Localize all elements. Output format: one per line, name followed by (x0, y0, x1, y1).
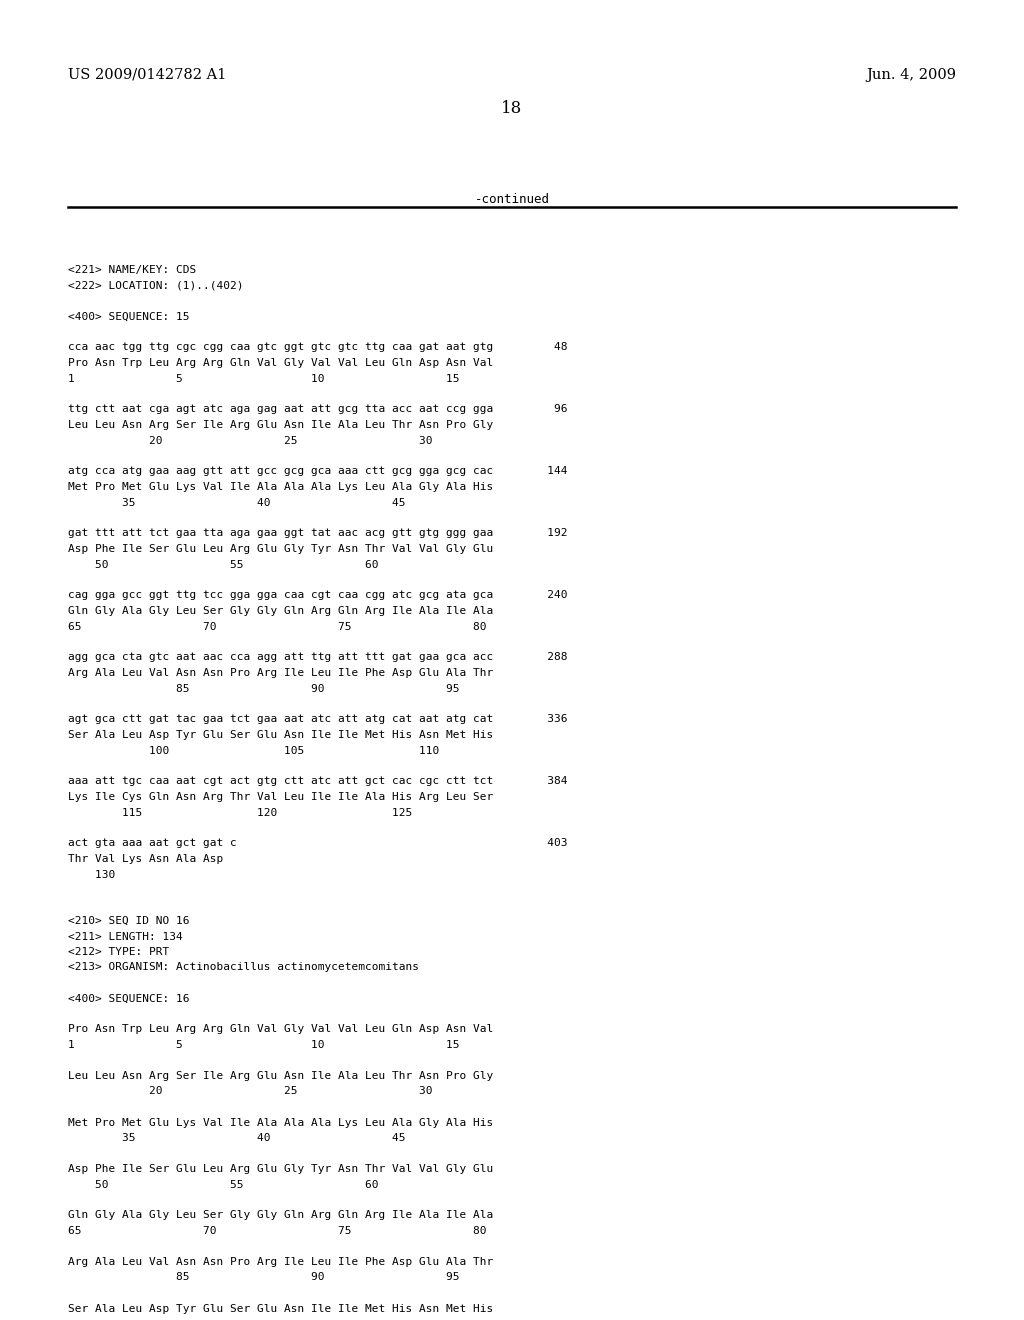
Text: Leu Leu Asn Arg Ser Ile Arg Glu Asn Ile Ala Leu Thr Asn Pro Gly: Leu Leu Asn Arg Ser Ile Arg Glu Asn Ile … (68, 1071, 494, 1081)
Text: 130: 130 (68, 870, 116, 879)
Text: act gta aaa aat gct gat c                                              403: act gta aaa aat gct gat c 403 (68, 838, 567, 849)
Text: <400> SEQUENCE: 15: <400> SEQUENCE: 15 (68, 312, 189, 322)
Text: 1               5                   10                  15: 1 5 10 15 (68, 374, 460, 384)
Text: Pro Asn Trp Leu Arg Arg Gln Val Gly Val Val Leu Gln Asp Asn Val: Pro Asn Trp Leu Arg Arg Gln Val Gly Val … (68, 1024, 494, 1035)
Text: 1               5                   10                  15: 1 5 10 15 (68, 1040, 460, 1049)
Text: 20                  25                  30: 20 25 30 (68, 1086, 432, 1097)
Text: atg cca atg gaa aag gtt att gcc gcg gca aaa ctt gcg gga gcg cac        144: atg cca atg gaa aag gtt att gcc gcg gca … (68, 466, 567, 477)
Text: ttg ctt aat cga agt atc aga gag aat att gcg tta acc aat ccg gga         96: ttg ctt aat cga agt atc aga gag aat att … (68, 404, 567, 414)
Text: Arg Ala Leu Val Asn Asn Pro Arg Ile Leu Ile Phe Asp Glu Ala Thr: Arg Ala Leu Val Asn Asn Pro Arg Ile Leu … (68, 1257, 494, 1267)
Text: 35                  40                  45: 35 40 45 (68, 498, 406, 507)
Text: 85                  90                  95: 85 90 95 (68, 1272, 460, 1283)
Text: Ser Ala Leu Asp Tyr Glu Ser Glu Asn Ile Ile Met His Asn Met His: Ser Ala Leu Asp Tyr Glu Ser Glu Asn Ile … (68, 1304, 494, 1313)
Text: Asp Phe Ile Ser Glu Leu Arg Glu Gly Tyr Asn Thr Val Val Gly Glu: Asp Phe Ile Ser Glu Leu Arg Glu Gly Tyr … (68, 1164, 494, 1173)
Text: Met Pro Met Glu Lys Val Ile Ala Ala Ala Lys Leu Ala Gly Ala His: Met Pro Met Glu Lys Val Ile Ala Ala Ala … (68, 482, 494, 492)
Text: 65                  70                  75                  80: 65 70 75 80 (68, 622, 486, 631)
Text: 50                  55                  60: 50 55 60 (68, 1180, 379, 1189)
Text: -continued: -continued (474, 193, 550, 206)
Text: 18: 18 (502, 100, 522, 117)
Text: Gln Gly Ala Gly Leu Ser Gly Gly Gln Arg Gln Arg Ile Ala Ile Ala: Gln Gly Ala Gly Leu Ser Gly Gly Gln Arg … (68, 606, 494, 616)
Text: aaa att tgc caa aat cgt act gtg ctt atc att gct cac cgc ctt tct        384: aaa att tgc caa aat cgt act gtg ctt atc … (68, 776, 567, 787)
Text: <222> LOCATION: (1)..(402): <222> LOCATION: (1)..(402) (68, 281, 244, 290)
Text: Lys Ile Cys Gln Asn Arg Thr Val Leu Ile Ile Ala His Arg Leu Ser: Lys Ile Cys Gln Asn Arg Thr Val Leu Ile … (68, 792, 494, 803)
Text: <400> SEQUENCE: 16: <400> SEQUENCE: 16 (68, 994, 189, 1003)
Text: gat ttt att tct gaa tta aga gaa ggt tat aac acg gtt gtg ggg gaa        192: gat ttt att tct gaa tta aga gaa ggt tat … (68, 528, 567, 539)
Text: 85                  90                  95: 85 90 95 (68, 684, 460, 693)
Text: <210> SEQ ID NO 16: <210> SEQ ID NO 16 (68, 916, 189, 927)
Text: Thr Val Lys Asn Ala Asp: Thr Val Lys Asn Ala Asp (68, 854, 223, 865)
Text: 65                  70                  75                  80: 65 70 75 80 (68, 1226, 486, 1236)
Text: 35                  40                  45: 35 40 45 (68, 1133, 406, 1143)
Text: agg gca cta gtc aat aac cca agg att ttg att ttt gat gaa gca acc        288: agg gca cta gtc aat aac cca agg att ttg … (68, 652, 567, 663)
Text: <213> ORGANISM: Actinobacillus actinomycetemcomitans: <213> ORGANISM: Actinobacillus actinomyc… (68, 962, 419, 973)
Text: agt gca ctt gat tac gaa tct gaa aat atc att atg cat aat atg cat        336: agt gca ctt gat tac gaa tct gaa aat atc … (68, 714, 567, 725)
Text: Leu Leu Asn Arg Ser Ile Arg Glu Asn Ile Ala Leu Thr Asn Pro Gly: Leu Leu Asn Arg Ser Ile Arg Glu Asn Ile … (68, 420, 494, 430)
Text: <212> TYPE: PRT: <212> TYPE: PRT (68, 946, 169, 957)
Text: 100                 105                 110: 100 105 110 (68, 746, 439, 755)
Text: cag gga gcc ggt ttg tcc gga gga caa cgt caa cgg atc gcg ata gca        240: cag gga gcc ggt ttg tcc gga gga caa cgt … (68, 590, 567, 601)
Text: Pro Asn Trp Leu Arg Arg Gln Val Gly Val Val Leu Gln Asp Asn Val: Pro Asn Trp Leu Arg Arg Gln Val Gly Val … (68, 358, 494, 368)
Text: <211> LENGTH: 134: <211> LENGTH: 134 (68, 932, 182, 941)
Text: Gln Gly Ala Gly Leu Ser Gly Gly Gln Arg Gln Arg Ile Ala Ile Ala: Gln Gly Ala Gly Leu Ser Gly Gly Gln Arg … (68, 1210, 494, 1221)
Text: Ser Ala Leu Asp Tyr Glu Ser Glu Asn Ile Ile Met His Asn Met His: Ser Ala Leu Asp Tyr Glu Ser Glu Asn Ile … (68, 730, 494, 741)
Text: Arg Ala Leu Val Asn Asn Pro Arg Ile Leu Ile Phe Asp Glu Ala Thr: Arg Ala Leu Val Asn Asn Pro Arg Ile Leu … (68, 668, 494, 678)
Text: 115                 120                 125: 115 120 125 (68, 808, 413, 817)
Text: Met Pro Met Glu Lys Val Ile Ala Ala Ala Lys Leu Ala Gly Ala His: Met Pro Met Glu Lys Val Ile Ala Ala Ala … (68, 1118, 494, 1127)
Text: 20                  25                  30: 20 25 30 (68, 436, 432, 446)
Text: US 2009/0142782 A1: US 2009/0142782 A1 (68, 69, 226, 82)
Text: <221> NAME/KEY: CDS: <221> NAME/KEY: CDS (68, 265, 197, 275)
Text: Asp Phe Ile Ser Glu Leu Arg Glu Gly Tyr Asn Thr Val Val Gly Glu: Asp Phe Ile Ser Glu Leu Arg Glu Gly Tyr … (68, 544, 494, 554)
Text: cca aac tgg ttg cgc cgg caa gtc ggt gtc gtc ttg caa gat aat gtg         48: cca aac tgg ttg cgc cgg caa gtc ggt gtc … (68, 342, 567, 352)
Text: Jun. 4, 2009: Jun. 4, 2009 (866, 69, 956, 82)
Text: 50                  55                  60: 50 55 60 (68, 560, 379, 569)
